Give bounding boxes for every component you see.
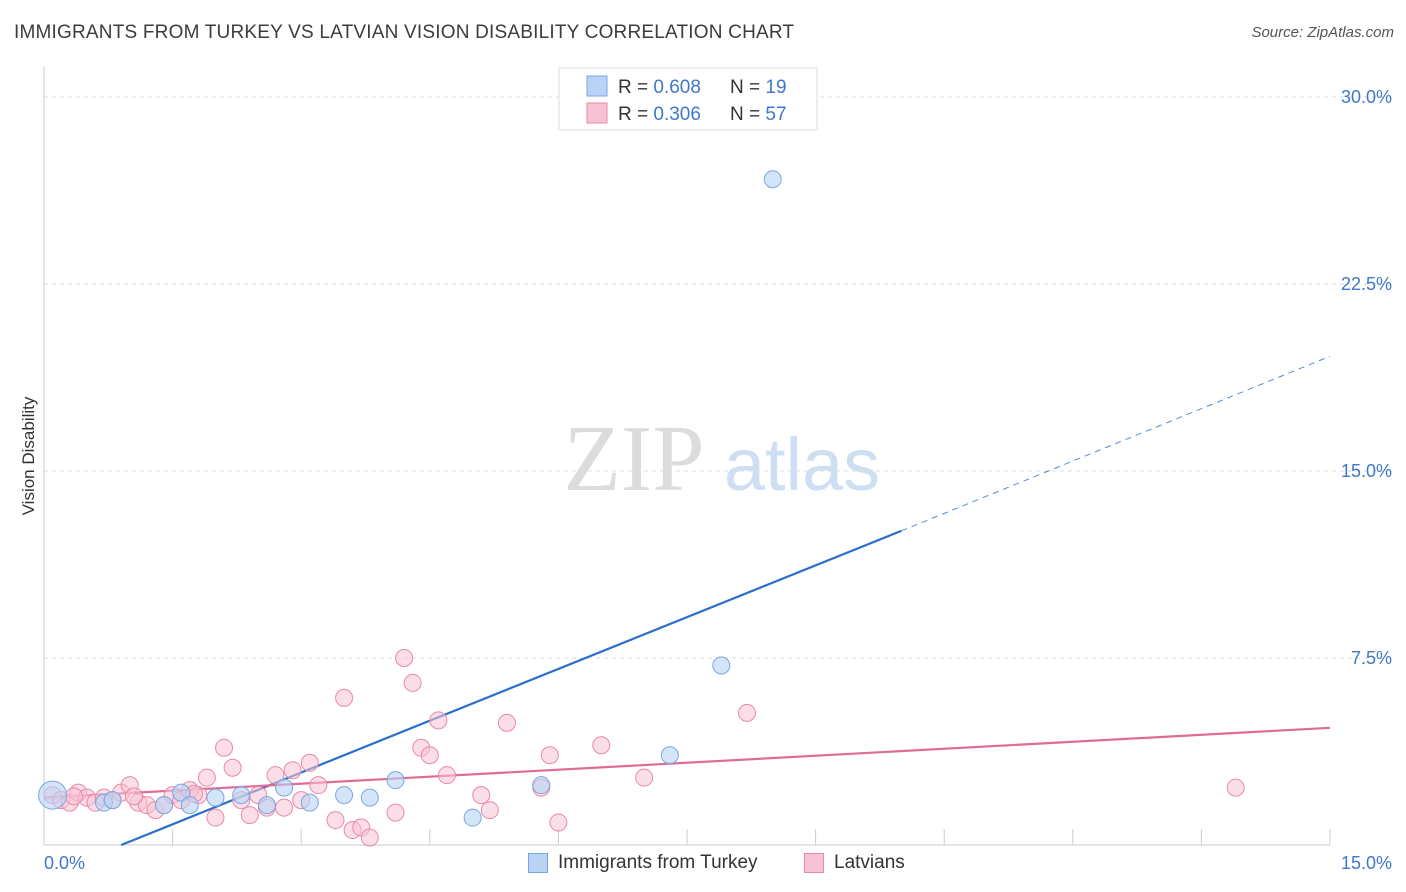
trend-line-turkey-extension [901, 355, 1331, 532]
data-point-turkey [257, 796, 276, 815]
data-point-latvians [266, 766, 285, 785]
series-legend: Immigrants from Turkey Latvians [0, 852, 1406, 878]
legend-r-value-2: 0.306 [653, 104, 701, 125]
legend-n-value-1: 19 [765, 77, 786, 98]
data-point-latvians [472, 786, 491, 805]
y-tick-label: 15.0% [1341, 461, 1392, 481]
legend-swatch-latvians-bottom [804, 853, 824, 873]
data-point-latvians [635, 768, 654, 787]
stats-legend: R = 0.608 N = 19 R = 0.306 N = 57 [558, 67, 818, 131]
data-point-latvians [215, 738, 234, 757]
data-point-turkey [275, 778, 294, 797]
data-point-latvians [223, 758, 242, 777]
data-point-latvians [206, 808, 225, 827]
gridlines [44, 96, 1390, 659]
trend-line-latvians [43, 726, 1331, 799]
data-point-latvians [309, 776, 328, 795]
x-tick-label-min: 0.0% [44, 853, 85, 873]
legend-n-label-1: N = [730, 77, 765, 98]
data-point-latvians [360, 828, 379, 847]
legend-item-turkey[interactable]: Immigrants from Turkey [528, 852, 758, 874]
y-axis-label: Vision Disability [19, 396, 38, 515]
data-point-turkey [335, 786, 354, 805]
data-point-latvians [335, 688, 354, 707]
data-point-turkey [763, 170, 782, 189]
data-point-latvians [395, 649, 414, 667]
data-point-turkey [38, 780, 68, 810]
svg-text:R = 0.608: R = 0.608 [618, 77, 701, 98]
data-point-turkey [103, 791, 122, 810]
data-point-turkey [463, 808, 482, 827]
data-point-turkey [206, 788, 225, 807]
data-point-latvians [125, 787, 144, 806]
legend-swatch-turkey-bottom [528, 853, 548, 873]
data-point-latvians [497, 713, 516, 732]
y-tick-label: 22.5% [1341, 274, 1392, 294]
data-points [38, 170, 1245, 847]
watermark-atlas: atlas [724, 423, 880, 506]
data-point-latvians [549, 813, 568, 832]
svg-text:N = 19: N = 19 [730, 77, 787, 98]
legend-swatch-latvians [586, 102, 608, 124]
source-label: Source: ZipAtlas.com [1251, 24, 1394, 41]
legend-n-value-2: 57 [765, 104, 786, 125]
legend-n-label-2: N = [730, 104, 765, 125]
y-tick-label: 30.0% [1341, 87, 1392, 107]
data-point-latvians [283, 761, 302, 780]
data-point-latvians [540, 746, 559, 765]
data-point-turkey [360, 788, 379, 807]
legend-label-turkey: Immigrants from Turkey [558, 852, 758, 873]
data-point-turkey [172, 783, 191, 802]
data-point-turkey [232, 786, 251, 805]
data-point-latvians [429, 711, 448, 730]
data-point-turkey [155, 796, 174, 815]
y-tick-label: 7.5% [1351, 648, 1392, 668]
data-point-latvians [197, 768, 216, 787]
legend-label-latvians: Latvians [834, 852, 905, 873]
legend-item-latvians[interactable]: Latvians [804, 852, 905, 874]
chart-title: IMMIGRANTS FROM TURKEY VS LATVIAN VISION… [14, 22, 795, 43]
data-point-turkey [712, 656, 731, 675]
watermark-zip: ZIP [564, 407, 705, 511]
data-point-turkey [660, 746, 679, 765]
data-point-latvians [403, 673, 422, 692]
data-point-latvians [1226, 778, 1245, 797]
data-point-latvians [420, 746, 439, 765]
data-point-latvians [437, 766, 456, 785]
svg-text:N = 57: N = 57 [730, 104, 787, 125]
data-point-latvians [240, 806, 259, 825]
tick-labels: 7.5% 15.0% 22.5% 30.0% 0.0% 15.0% [44, 87, 1392, 873]
data-point-turkey [532, 776, 551, 795]
data-point-latvians [65, 787, 84, 806]
axes [43, 66, 1331, 846]
data-point-turkey [180, 796, 199, 815]
data-point-latvians [738, 703, 757, 722]
data-point-latvians [275, 798, 294, 817]
data-point-turkey [300, 793, 319, 812]
data-point-turkey [386, 771, 405, 790]
data-point-latvians [592, 736, 611, 755]
data-point-latvians [386, 803, 405, 822]
legend-r-label-1: R = [618, 77, 653, 98]
legend-r-value-1: 0.608 [653, 77, 701, 98]
legend-r-label-2: R = [618, 104, 653, 125]
data-point-latvians [300, 753, 319, 772]
svg-text:R = 0.306: R = 0.306 [618, 104, 701, 125]
data-point-latvians [480, 801, 499, 820]
legend-swatch-turkey [586, 75, 608, 97]
data-point-latvians [326, 811, 345, 830]
x-tick-label-max: 15.0% [1341, 853, 1392, 873]
